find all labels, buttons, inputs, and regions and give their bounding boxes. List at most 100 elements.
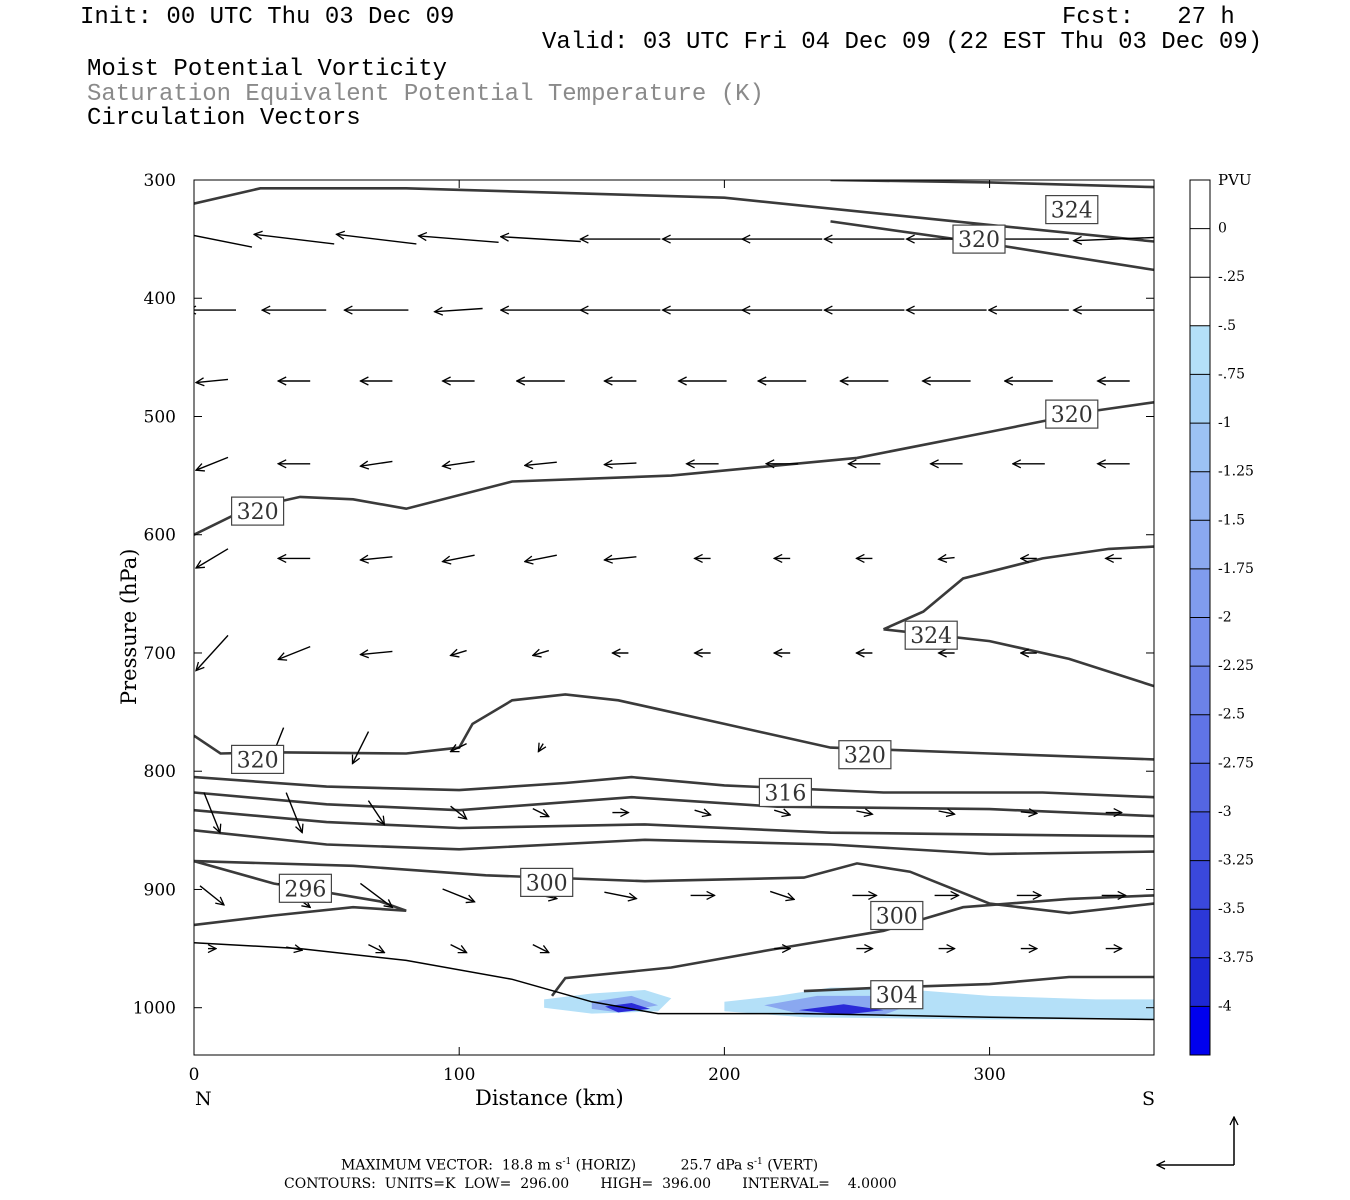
colorbar-label-6: -1.5 xyxy=(1218,512,1245,528)
x-tick-label-100: 100 xyxy=(443,1065,475,1085)
vector-2 xyxy=(336,234,417,245)
colorbar-label-2: -.5 xyxy=(1218,318,1236,334)
contour-line-14 xyxy=(803,975,1154,993)
vector-38 xyxy=(196,456,229,470)
contour-line-6 xyxy=(194,693,1154,761)
theta-contour-layer xyxy=(194,180,1154,1021)
axes-layer: 300 400 500 600 700 800 900 1000 0 100 200 300 xyxy=(133,171,1154,1085)
colorbar-swatch-11 xyxy=(1190,714,1210,764)
colorbar-swatch-2 xyxy=(1190,277,1210,326)
vector-11 xyxy=(1074,238,1154,241)
svg-text:324: 324 xyxy=(1051,199,1093,224)
colorbar-swatch-16 xyxy=(1190,957,1210,1007)
vector-16 xyxy=(435,309,483,312)
vert-exponent: -1 xyxy=(753,1157,763,1167)
max-vector-line: MAXIMUM VECTOR: 18.8 m s-1 (HORIZ) 25.7 … xyxy=(341,1157,818,1174)
vector-54 xyxy=(525,554,557,561)
vector-0 xyxy=(194,234,253,248)
x-tick-label-0: 0 xyxy=(189,1065,200,1085)
contour-label-2: 320 xyxy=(1045,399,1099,429)
colorbar-swatch-8 xyxy=(1190,568,1210,618)
colorbar-label-11: -2.75 xyxy=(1218,755,1254,771)
contour-line-0 xyxy=(194,187,1154,243)
contour-label-5: 320 xyxy=(231,744,285,775)
horiz-vector-value: 18.8 m s xyxy=(501,1157,563,1174)
colorbar-label-4: -1 xyxy=(1218,415,1232,431)
colorbar-swatch-13 xyxy=(1190,811,1210,861)
contour-label-1: 320 xyxy=(952,224,1006,254)
svg-text:300: 300 xyxy=(526,871,568,896)
colorbar-swatch-4 xyxy=(1190,374,1210,423)
contour-label-6: 320 xyxy=(838,740,892,770)
y-tick-label-500: 500 xyxy=(144,407,176,427)
colorbar-label-14: -3.5 xyxy=(1218,901,1245,917)
mpv-shade-5 xyxy=(798,1004,884,1015)
x-axis-label: Distance (km) xyxy=(475,1086,624,1110)
contour-line-13 xyxy=(550,894,1154,997)
colorbar-label-0: 0 xyxy=(1218,221,1227,237)
vector-62 xyxy=(196,634,229,670)
colorbar-title: PVU xyxy=(1218,171,1252,189)
y-tick-label-900: 900 xyxy=(144,880,176,900)
vector-59 xyxy=(939,558,955,560)
contour-line-1 xyxy=(830,180,1154,189)
vector-1 xyxy=(254,234,335,245)
north-end-label: N xyxy=(195,1088,212,1110)
colorbar-swatch-10 xyxy=(1190,666,1210,715)
x-tick-label-200: 200 xyxy=(708,1065,740,1085)
forecast-hour: Fcst: 27 h xyxy=(1062,4,1235,31)
vector-91 xyxy=(359,882,392,907)
svg-text:320: 320 xyxy=(1051,403,1093,428)
y-tick-label-1000: 1000 xyxy=(133,999,176,1019)
contour-line-4 xyxy=(882,545,1154,631)
horiz-exponent: -1 xyxy=(562,1157,572,1167)
svg-text:320: 320 xyxy=(237,500,279,525)
colorbar-label-5: -1.25 xyxy=(1218,464,1254,480)
vert-vector-value: 25.7 dPa s xyxy=(680,1157,754,1174)
contour-label-0: 324 xyxy=(1045,195,1099,225)
vector-79 xyxy=(367,800,384,825)
contour-label-9: 296 xyxy=(278,873,332,903)
y-axis-label: Pressure (hPa) xyxy=(117,549,141,705)
vector-103 xyxy=(368,943,384,953)
colorbar-label-1: -.25 xyxy=(1218,269,1245,285)
colorbar-swatch-5 xyxy=(1190,423,1210,472)
vector-104 xyxy=(450,943,467,953)
colorbar-swatch-17 xyxy=(1190,1006,1210,1055)
init-time: Init: 00 UTC Thu 03 Dec 09 xyxy=(80,4,455,31)
y-tick-label-800: 800 xyxy=(144,762,176,782)
vector-64 xyxy=(360,651,393,654)
y-tick-label-600: 600 xyxy=(144,526,176,546)
colorbar-swatch-7 xyxy=(1190,520,1210,569)
svg-text:296: 296 xyxy=(284,877,326,902)
colorbar-swatch-6 xyxy=(1190,471,1210,521)
contour-line-11 xyxy=(194,859,1154,915)
colorbar-swatch-15 xyxy=(1190,909,1210,958)
vector-83 xyxy=(694,810,711,815)
vector-81 xyxy=(532,807,549,817)
y-tick-label-400: 400 xyxy=(144,289,176,309)
vector-86 xyxy=(938,811,955,814)
svg-text:320: 320 xyxy=(237,748,279,773)
colorbar-label-13: -3.25 xyxy=(1218,853,1254,869)
y-tick-label-700: 700 xyxy=(144,644,176,664)
reference-vector-arrow xyxy=(1157,1117,1234,1165)
colorbar-label-3: -.75 xyxy=(1218,366,1245,382)
colorbar-swatch-3 xyxy=(1190,325,1210,375)
colorbar-swatch-9 xyxy=(1190,617,1210,667)
contour-line-10 xyxy=(194,829,1154,856)
colorbar-label-12: -3 xyxy=(1218,804,1232,820)
contour-label-3: 320 xyxy=(231,496,285,526)
colorbar-label-8: -2 xyxy=(1218,610,1232,626)
contour-label-10: 300 xyxy=(870,900,924,931)
colorbar-swatch-0 xyxy=(1190,180,1210,229)
colorbar-label-7: -1.75 xyxy=(1218,561,1254,577)
valid-time: Valid: 03 UTC Fri 04 Dec 09 (22 EST Thu … xyxy=(542,29,1263,56)
y-tick-label-300: 300 xyxy=(144,171,176,191)
contour-line-15 xyxy=(194,941,1154,1021)
svg-text:320: 320 xyxy=(958,228,1000,253)
field-title-vectors: Circulation Vectors xyxy=(87,105,361,132)
vector-75 xyxy=(451,742,467,752)
svg-text:316: 316 xyxy=(764,782,806,807)
